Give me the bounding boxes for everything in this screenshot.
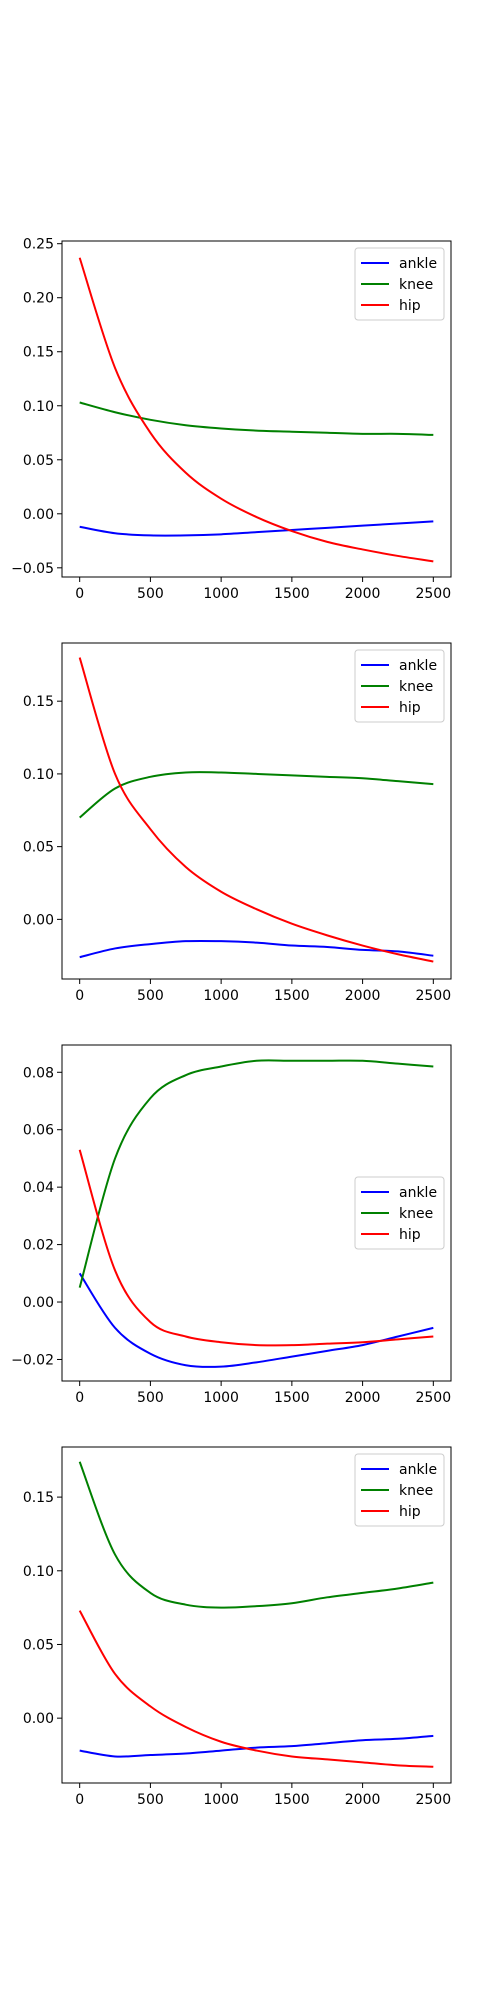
x-tick-label: 1000 [203, 586, 239, 602]
legend-label-knee: knee [399, 277, 433, 293]
legend: ankle knee hip [354, 649, 445, 723]
y-tick-label: 0.05 [23, 453, 54, 469]
axes-frame [61, 1446, 452, 1784]
legend-label-ankle: ankle [399, 658, 437, 674]
x-tick-label: 1000 [203, 1792, 239, 1808]
x-tick-label: 500 [137, 1390, 164, 1406]
legend-box [354, 649, 445, 723]
x-tick-label: 2000 [345, 988, 381, 1004]
y-tick-label: 0.08 [23, 1065, 54, 1081]
x-tick-label: 500 [137, 988, 164, 1004]
series-line-knee [79, 771, 434, 819]
series-line-knee [78, 1059, 434, 1288]
chart-panel-4: 0 500 1000 1500 2000 2500 0.00 0.05 0.10 0.15 ankl… [23, 1446, 452, 1808]
y-tick-label: 0.15 [23, 1490, 54, 1506]
y-tick-label: −0.02 [11, 1352, 54, 1368]
series-line-ankle [79, 939, 434, 959]
legend-label-knee: knee [399, 679, 433, 695]
chart-panel-1: 0 500 1000 1500 2000 2500 −0.05 0.00 0.05 0.10 0.1… [11, 237, 452, 602]
x-tick-label: 1500 [274, 1792, 310, 1808]
y-tick-label: 0.25 [23, 237, 54, 253]
x-tick-label: 2500 [415, 586, 451, 602]
legend-label-hip: hip [399, 298, 421, 314]
legend-label-ankle: ankle [399, 256, 437, 272]
x-tick-label: 1000 [203, 1390, 239, 1406]
legend-label-ankle: ankle [399, 1185, 437, 1201]
series-line-hip [78, 1149, 434, 1347]
x-tick-label: 0 [75, 1390, 84, 1406]
series-line-hip [78, 1610, 434, 1768]
y-tick-label: 0.04 [23, 1180, 54, 1196]
series-line-ankle [79, 1734, 434, 1758]
legend-label-ankle: ankle [399, 1462, 437, 1478]
series-line-hip [78, 257, 434, 563]
x-tick-label: 500 [137, 586, 164, 602]
x-tick-label: 1500 [274, 988, 310, 1004]
x-tick-label: 1500 [274, 1390, 310, 1406]
legend: ankle knee hip [354, 1176, 445, 1250]
x-tick-label: 2500 [415, 1390, 451, 1406]
series-line-hip [78, 657, 434, 963]
axes-frame [61, 642, 452, 980]
y-tick-label: 0.00 [23, 912, 54, 928]
x-tick-label: 2000 [345, 586, 381, 602]
x-tick-label: 0 [75, 988, 84, 1004]
x-tick-label: 500 [137, 1792, 164, 1808]
axes-frame [61, 1044, 452, 1382]
series-line-knee [78, 1461, 434, 1609]
y-tick-label: 0.00 [23, 1295, 54, 1311]
x-tick-label: 1500 [274, 586, 310, 602]
series-line-ankle [78, 1272, 434, 1368]
legend-box [354, 247, 445, 321]
y-tick-label: 0.05 [23, 840, 54, 856]
legend-box [354, 1176, 445, 1250]
x-tick-label: 2000 [345, 1390, 381, 1406]
chart-panel-2: 0 500 1000 1500 2000 2500 0.00 0.05 0.10 0.15 ankl… [23, 642, 452, 1004]
y-tick-label: 0.00 [23, 1711, 54, 1727]
legend-label-hip: hip [399, 700, 421, 716]
y-tick-label: 0.02 [23, 1238, 54, 1254]
y-tick-label: 0.00 [23, 507, 54, 523]
axes-frame [61, 240, 452, 578]
y-tick-label: 0.05 [23, 1637, 54, 1653]
x-tick-label: 0 [75, 586, 84, 602]
x-tick-label: 0 [75, 1792, 84, 1808]
y-tick-label: 0.10 [23, 399, 54, 415]
x-tick-label: 1000 [203, 988, 239, 1004]
legend-label-hip: hip [399, 1227, 421, 1243]
y-tick-label: 0.20 [23, 291, 54, 307]
legend-label-hip: hip [399, 1504, 421, 1520]
y-tick-label: 0.10 [23, 767, 54, 783]
x-tick-label: 2500 [415, 988, 451, 1004]
y-tick-label: 0.06 [23, 1123, 54, 1139]
y-tick-label: 0.15 [23, 345, 54, 361]
legend: ankle knee hip [354, 247, 445, 321]
x-tick-label: 2000 [345, 1792, 381, 1808]
legend-box [354, 1453, 445, 1527]
y-tick-label: 0.10 [23, 1564, 54, 1580]
y-tick-label: 0.15 [23, 694, 54, 710]
legend: ankle knee hip [354, 1453, 445, 1527]
y-tick-label: −0.05 [11, 561, 54, 577]
legend-label-knee: knee [399, 1206, 433, 1222]
x-tick-label: 2500 [415, 1792, 451, 1808]
legend-label-knee: knee [399, 1483, 433, 1499]
chart-panel-3: 0 500 1000 1500 2000 2500 −0.02 0.00 0.02 0.04 0.0… [11, 1044, 452, 1406]
series-line-ankle [79, 520, 434, 537]
